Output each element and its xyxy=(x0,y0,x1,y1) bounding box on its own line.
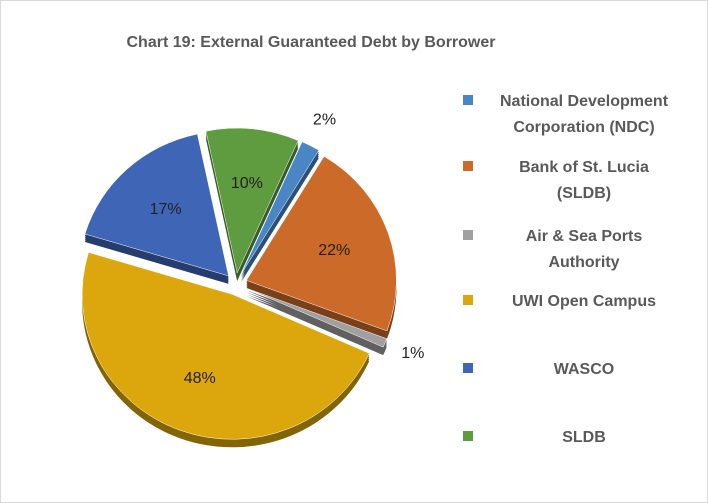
legend-label: National Development Corporation (NDC) xyxy=(499,93,669,136)
slice-side xyxy=(246,296,387,356)
legend-label: UWI Open Campus xyxy=(511,293,656,310)
legend-swatch xyxy=(463,295,473,305)
legend-swatch xyxy=(463,431,473,441)
slice-side xyxy=(246,290,387,350)
legend-label: WASCO xyxy=(553,361,615,378)
legend-swatch xyxy=(463,363,473,373)
legend-item: WASCO xyxy=(463,357,695,383)
legend-swatch xyxy=(463,161,473,171)
data-label: 17% xyxy=(150,201,182,218)
slice xyxy=(84,133,229,277)
legend-label: Bank of St. Lucia (SLDB) xyxy=(519,159,649,202)
legend-item: Bank of St. Lucia (SLDB) xyxy=(463,155,695,207)
slice xyxy=(246,156,397,332)
data-label: 48% xyxy=(184,370,216,387)
slice xyxy=(205,127,299,274)
data-label: 1% xyxy=(401,345,424,362)
legend-label: SLDB xyxy=(562,429,606,446)
legend-swatch xyxy=(463,95,473,105)
data-label: 2% xyxy=(313,111,336,128)
slice-side xyxy=(246,292,387,352)
legend-item: Air & Sea Ports Authority xyxy=(463,224,695,276)
slice xyxy=(246,287,388,348)
data-label: 22% xyxy=(318,242,350,259)
legend-item: National Development Corporation (NDC) xyxy=(463,89,695,141)
legend-item: SLDB xyxy=(463,425,695,451)
legend-item: UWI Open Campus xyxy=(463,289,695,315)
legend-label: Air & Sea Ports Authority xyxy=(525,228,643,271)
slice xyxy=(240,141,320,275)
chart-title: Chart 19: External Guaranteed Debt by Bo… xyxy=(127,34,496,51)
slice xyxy=(81,252,370,440)
slice-side xyxy=(246,294,387,354)
data-label: 10% xyxy=(231,175,263,192)
legend-swatch xyxy=(463,230,473,240)
